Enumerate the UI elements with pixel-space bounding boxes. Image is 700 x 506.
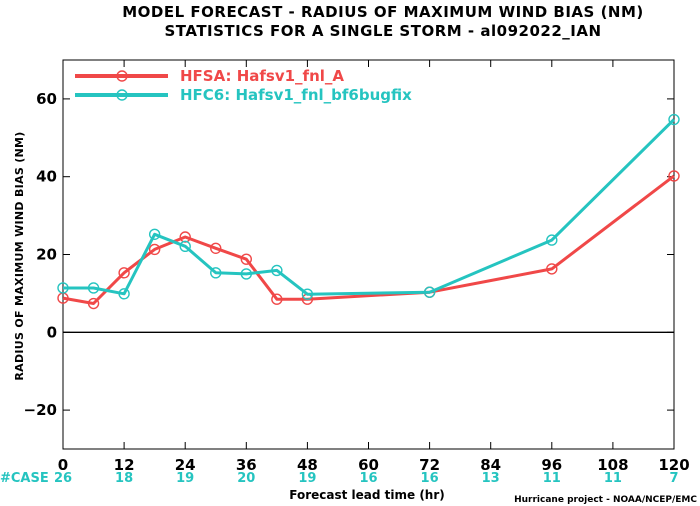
series-point-1 [87,297,100,310]
x-tick-label: 120 [658,456,689,474]
legend-label-2: HFC6: Hafsv1_fnl_bf6bugfix [180,86,412,104]
series-point-2 [668,113,680,126]
chart-title-line2: STATISTICS FOR A SINGLE STORM - al092022… [165,22,602,40]
x-tick-label: 72 [419,456,440,474]
case-count: 13 [482,471,500,486]
case-count: 16 [421,471,439,486]
x-tick-label: 84 [480,456,501,474]
y-tick-label: −20 [24,401,57,419]
legend-marker-2 [116,89,128,101]
case-count: 11 [543,471,561,486]
series-point-2 [546,234,558,246]
series-point-2 [271,264,283,277]
case-count: 20 [237,471,255,486]
x-tick-label: 48 [297,456,318,474]
case-count: 7 [669,471,678,486]
case-count: 19 [298,471,316,486]
y-axis-label: RADIUS OF MAXIMUM WIND BIAS (NM) [13,131,26,380]
series-point-1 [546,263,558,275]
series-point-2 [179,240,191,253]
series-point-2 [87,282,100,294]
x-tick-label: 24 [175,456,196,474]
y-tick-label: 40 [36,168,57,186]
legend-label-1: HFSA: Hafsv1_fnl_A [180,67,344,85]
series-point-1 [118,267,130,279]
series-point-2 [301,288,314,300]
y-tick-label: 0 [47,323,57,341]
series-line-2 [63,118,676,296]
x-tick-label: 108 [597,456,628,474]
x-axis-label: Forecast lead time (hr) [289,488,445,502]
y-tick-label: 20 [36,246,57,264]
case-count: 11 [604,471,622,486]
credit-text: Hurricane project - NOAA/NCEP/EMC [514,495,697,505]
x-tick-label: 36 [236,456,257,474]
series-point-2 [240,268,253,280]
case-count: 19 [176,471,194,486]
series-point-1 [210,242,222,254]
case-count: 26 [54,471,72,486]
legend-marker-1 [116,70,128,82]
x-tick-label: 96 [541,456,562,474]
series-point-2 [118,288,130,300]
x-tick-label: 60 [358,456,379,474]
case-count: 18 [115,471,133,486]
case-count: 16 [359,471,377,486]
case-label: #CASE [0,471,49,486]
series-point-2 [210,267,222,279]
series-point-1 [240,253,253,265]
series-line-1 [62,174,675,305]
chart-title-line1: MODEL FORECAST - RADIUS OF MAXIMUM WIND … [122,3,644,21]
series-point-2 [57,282,69,294]
series-point-1 [148,243,161,256]
plot-area: −20 0 20 40 60 0 12 24 36 48 60 72 84 96 108 120 26 18 19 2… [24,59,690,486]
series-point-1 [668,170,680,182]
x-tick-label: 12 [114,456,135,474]
x-tick-label: 0 [58,456,68,474]
series-point-1 [271,293,283,305]
series-point-2 [148,228,161,240]
series-point-2 [423,286,436,298]
y-tick-label: 60 [36,90,57,108]
